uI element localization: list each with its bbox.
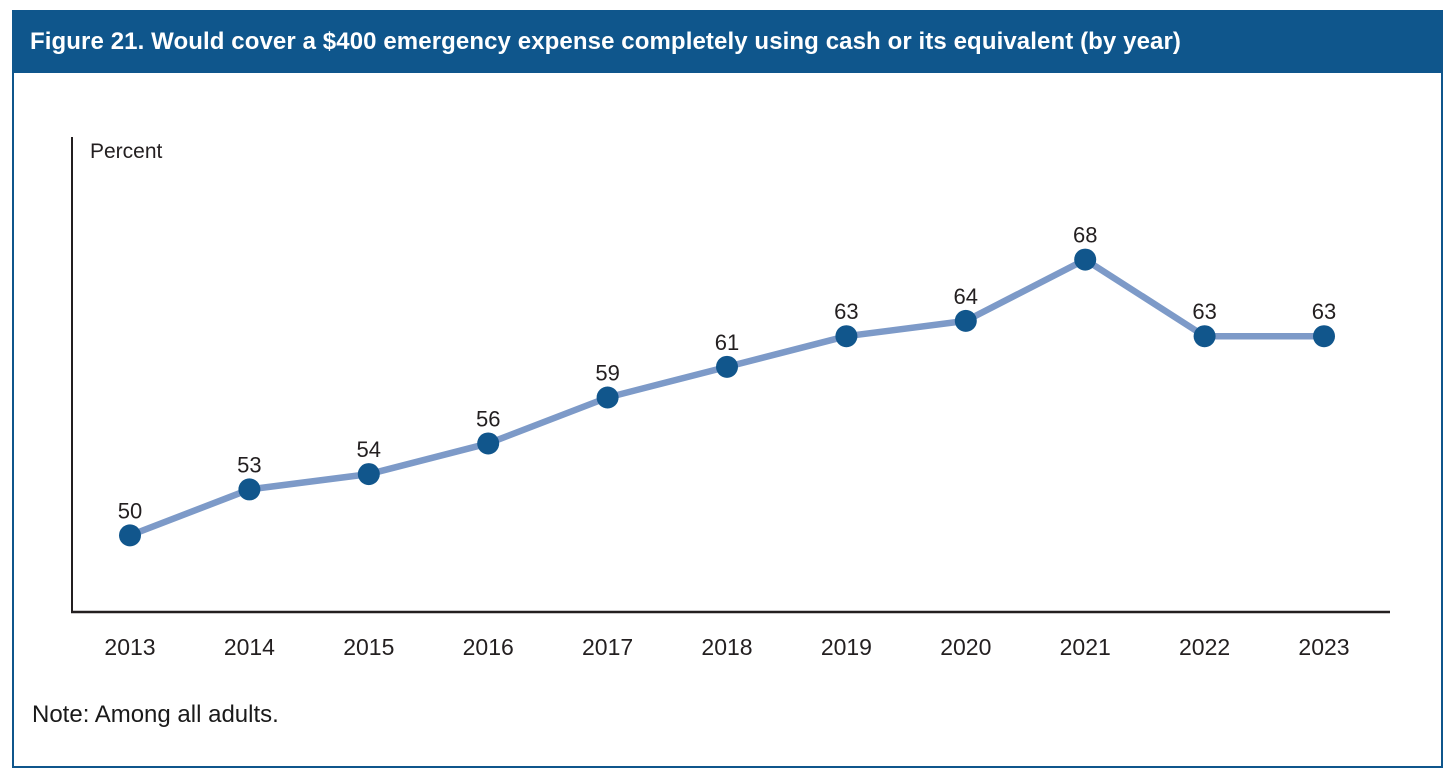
figure-body: Percent 50 2013 53 2014 54 2015 56 2016 59 2017 61 2…: [12, 73, 1443, 768]
y-axis-unit-label: Percent: [90, 140, 163, 163]
x-tick-label-2017: 2017: [582, 634, 633, 660]
data-label-2013: 50: [118, 498, 142, 523]
data-label-2021: 68: [1073, 223, 1097, 248]
data-point-2016: [477, 432, 500, 455]
x-tick-label-2023: 2023: [1298, 634, 1349, 660]
x-tick-label-2020: 2020: [940, 634, 991, 660]
data-label-2016: 56: [476, 406, 500, 431]
data-label-2020: 64: [954, 284, 978, 309]
x-tick-label-2013: 2013: [104, 634, 155, 660]
data-label-2019: 63: [834, 299, 858, 324]
data-point-2022: [1193, 325, 1216, 348]
data-point-2020: [954, 309, 977, 332]
x-tick-label-2022: 2022: [1179, 634, 1230, 660]
x-tick-label-2019: 2019: [821, 634, 872, 660]
x-tick-label-2014: 2014: [224, 634, 275, 660]
data-label-2017: 59: [595, 360, 619, 385]
trend-line: [126, 256, 1328, 539]
data-point-2018: [716, 355, 738, 378]
data-point-2023: [1313, 325, 1335, 348]
line-chart: Percent 50 2013 53 2014 54 2015 56 2016 59 2017 61 2…: [71, 137, 1390, 660]
data-point-2021: [1074, 248, 1097, 271]
x-tick-label-2021: 2021: [1060, 634, 1111, 660]
figure-note: Note: Among all adults.: [32, 701, 279, 728]
figure-title: Figure 21. Would cover a $400 emergency …: [30, 27, 1182, 55]
figure-header: Figure 21. Would cover a $400 emergency …: [12, 10, 1443, 73]
figure-21: Figure 21. Would cover a $400 emergency …: [12, 10, 1443, 768]
x-tick-label-2015: 2015: [343, 634, 394, 660]
data-label-2022: 63: [1192, 299, 1216, 324]
x-tick-label-2016: 2016: [463, 634, 514, 660]
data-label-2015: 54: [357, 437, 381, 462]
data-label-2014: 53: [237, 452, 261, 477]
data-point-2019: [835, 325, 858, 348]
x-tick-label-2018: 2018: [701, 634, 752, 660]
data-point-2015: [357, 463, 380, 486]
data-point-2017: [596, 386, 619, 409]
data-point-2014: [238, 478, 261, 501]
data-label-2023: 63: [1312, 299, 1336, 324]
data-point-2013: [119, 524, 141, 547]
data-label-2018: 61: [715, 330, 739, 355]
